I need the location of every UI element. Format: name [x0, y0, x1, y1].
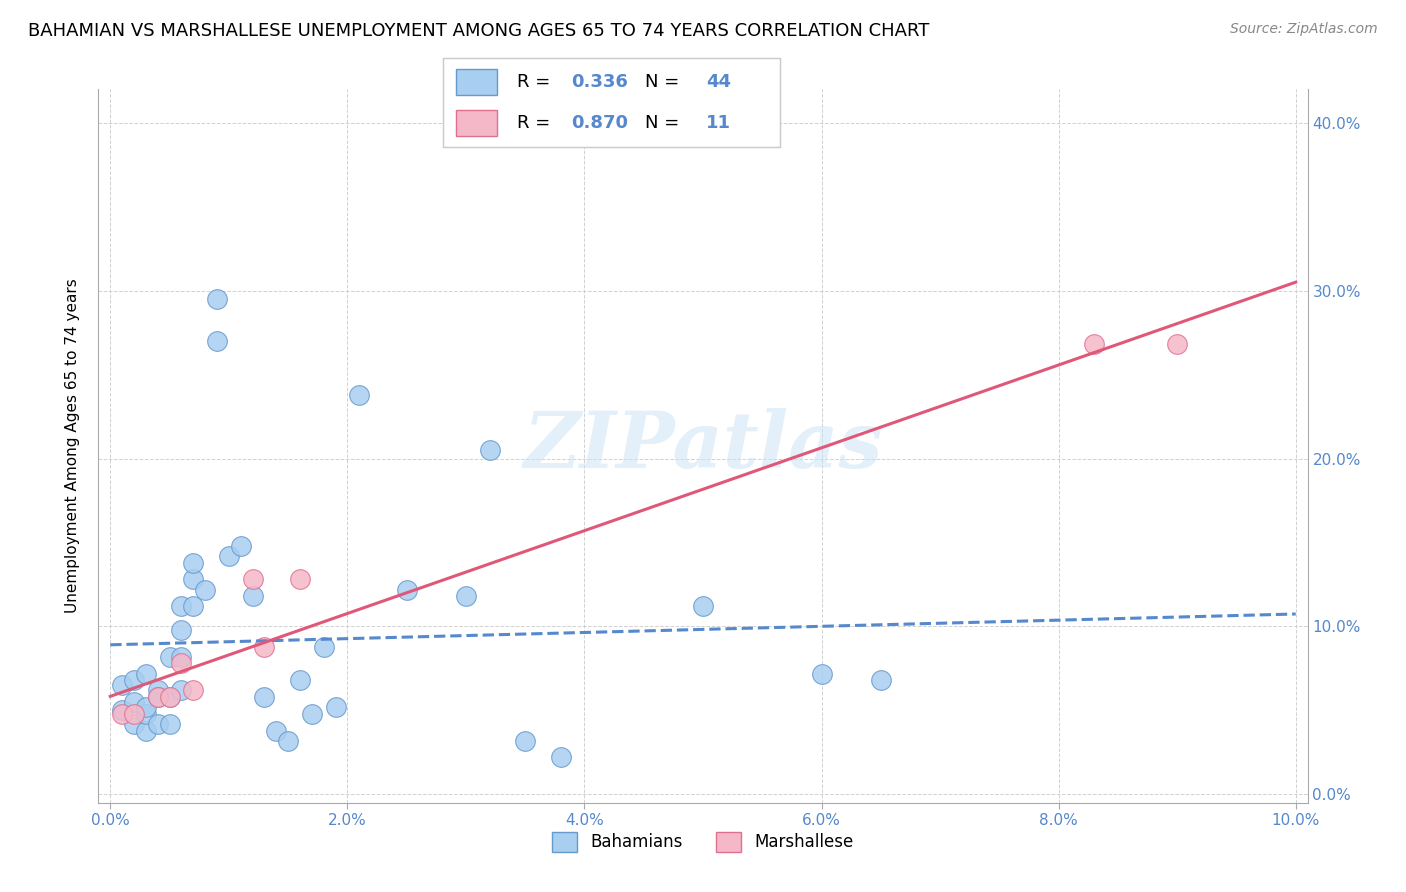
Text: R =: R = — [517, 73, 557, 91]
FancyBboxPatch shape — [457, 110, 496, 136]
Point — [253, 690, 276, 704]
Point — [146, 683, 169, 698]
Point — [122, 673, 145, 688]
Point — [181, 599, 204, 614]
Point — [264, 723, 287, 738]
Point — [312, 640, 335, 654]
Point — [869, 673, 891, 688]
Point — [810, 666, 832, 681]
Legend: Bahamians, Marshallese: Bahamians, Marshallese — [546, 825, 860, 859]
Point — [692, 599, 714, 614]
Text: 11: 11 — [706, 114, 731, 132]
Point — [347, 388, 370, 402]
Point — [194, 582, 217, 597]
Point — [159, 649, 181, 664]
Text: R =: R = — [517, 114, 557, 132]
Point — [205, 334, 228, 348]
Text: N =: N = — [645, 73, 685, 91]
Point — [170, 683, 193, 698]
Point — [170, 649, 193, 664]
Text: Source: ZipAtlas.com: Source: ZipAtlas.com — [1230, 22, 1378, 37]
Point — [325, 700, 347, 714]
Point — [253, 640, 276, 654]
Text: 0.870: 0.870 — [571, 114, 628, 132]
Point — [205, 292, 228, 306]
Point — [277, 733, 299, 747]
Point — [1166, 337, 1188, 351]
FancyBboxPatch shape — [457, 69, 496, 95]
Point — [159, 690, 181, 704]
Point — [288, 573, 311, 587]
Text: 44: 44 — [706, 73, 731, 91]
Point — [146, 690, 169, 704]
Text: N =: N = — [645, 114, 685, 132]
Point — [395, 582, 418, 597]
Point — [478, 443, 501, 458]
Point — [181, 556, 204, 570]
Point — [170, 657, 193, 671]
Point — [550, 750, 572, 764]
Point — [146, 690, 169, 704]
Text: 0.336: 0.336 — [571, 73, 628, 91]
Point — [111, 678, 134, 692]
Point — [301, 706, 323, 721]
Point — [288, 673, 311, 688]
Point — [146, 717, 169, 731]
Point — [135, 666, 157, 681]
Point — [181, 573, 204, 587]
Point — [170, 599, 193, 614]
Point — [515, 733, 537, 747]
Point — [122, 695, 145, 709]
Point — [181, 683, 204, 698]
Point — [218, 549, 240, 563]
Point — [1083, 337, 1105, 351]
Point — [159, 690, 181, 704]
Point — [159, 717, 181, 731]
Point — [135, 700, 157, 714]
Point — [122, 717, 145, 731]
Point — [111, 706, 134, 721]
Point — [135, 706, 157, 721]
Point — [242, 573, 264, 587]
Y-axis label: Unemployment Among Ages 65 to 74 years: Unemployment Among Ages 65 to 74 years — [65, 278, 80, 614]
Point — [242, 589, 264, 603]
Point — [122, 706, 145, 721]
Point — [170, 623, 193, 637]
Point — [229, 539, 252, 553]
Text: BAHAMIAN VS MARSHALLESE UNEMPLOYMENT AMONG AGES 65 TO 74 YEARS CORRELATION CHART: BAHAMIAN VS MARSHALLESE UNEMPLOYMENT AMO… — [28, 22, 929, 40]
Text: ZIPatlas: ZIPatlas — [523, 408, 883, 484]
Point — [111, 703, 134, 717]
Point — [135, 723, 157, 738]
Point — [454, 589, 477, 603]
